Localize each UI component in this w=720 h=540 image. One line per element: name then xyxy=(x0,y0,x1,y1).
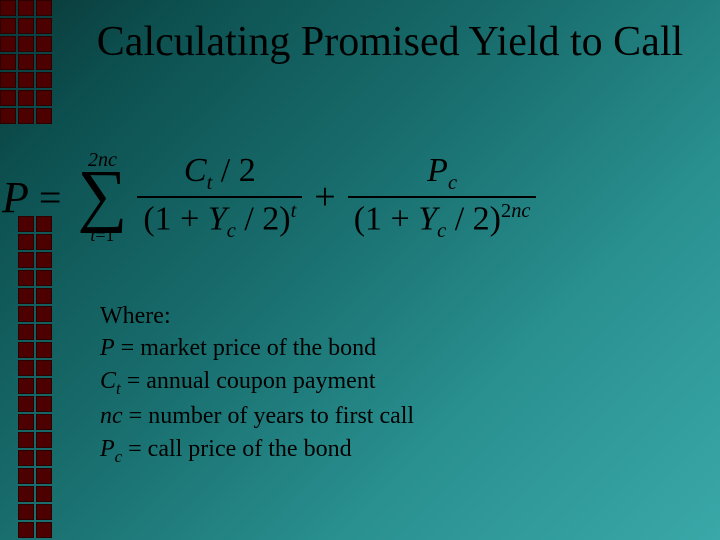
where-heading: Where: xyxy=(100,300,414,332)
term2-fraction: Pc (1 + Yc / 2)2nc xyxy=(348,152,537,243)
where-definitions: Where: P = market price of the bond Ct =… xyxy=(100,300,414,468)
term1-denominator: (1 + Yc / 2)t xyxy=(137,198,302,243)
left-decoration xyxy=(0,0,60,540)
def-Pc: Pc = call price of the bond xyxy=(100,433,414,468)
equals-sign: = xyxy=(39,174,62,221)
sigma-symbol: ∑ xyxy=(77,168,127,224)
plus-sign: + xyxy=(314,175,335,219)
term2-numerator: Pc xyxy=(421,152,463,196)
sum-lower: t=1 xyxy=(90,226,114,244)
slide-title: Calculating Promised Yield to Call xyxy=(80,18,700,66)
term1-numerator: Ct / 2 xyxy=(178,152,262,196)
summation: 2nc ∑ t=1 xyxy=(77,150,127,244)
formula: P = 2nc ∑ t=1 Ct / 2 (1 + Yc / 2)t + Pc … xyxy=(0,150,710,244)
def-nc: nc = number of years to first call xyxy=(100,400,414,432)
def-Ct: Ct = annual coupon payment xyxy=(100,365,414,400)
term1-fraction: Ct / 2 (1 + Yc / 2)t xyxy=(137,152,302,243)
def-P: P = market price of the bond xyxy=(100,332,414,364)
formula-lhs: P xyxy=(2,172,29,223)
term2-denominator: (1 + Yc / 2)2nc xyxy=(348,198,537,243)
